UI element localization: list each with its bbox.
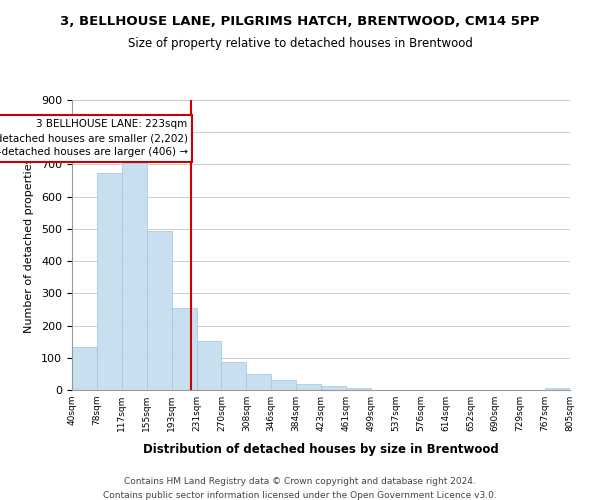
Bar bbox=[545, 388, 570, 390]
Bar bbox=[321, 386, 346, 390]
Bar bbox=[346, 388, 371, 390]
Bar bbox=[247, 374, 271, 390]
Bar bbox=[296, 384, 321, 390]
Text: 3 BELLHOUSE LANE: 223sqm
← 84% of detached houses are smaller (2,202)
16% of sem: 3 BELLHOUSE LANE: 223sqm ← 84% of detach… bbox=[0, 120, 188, 158]
Bar bbox=[97, 172, 122, 390]
Bar bbox=[146, 231, 172, 390]
Text: Size of property relative to detached houses in Brentwood: Size of property relative to detached ho… bbox=[128, 38, 472, 51]
Bar bbox=[172, 308, 197, 390]
Text: 3, BELLHOUSE LANE, PILGRIMS HATCH, BRENTWOOD, CM14 5PP: 3, BELLHOUSE LANE, PILGRIMS HATCH, BRENT… bbox=[61, 15, 539, 28]
Bar bbox=[122, 163, 147, 390]
Text: Distribution of detached houses by size in Brentwood: Distribution of detached houses by size … bbox=[143, 442, 499, 456]
Text: Contains HM Land Registry data © Crown copyright and database right 2024.: Contains HM Land Registry data © Crown c… bbox=[124, 478, 476, 486]
Text: Contains public sector information licensed under the Open Government Licence v3: Contains public sector information licen… bbox=[103, 491, 497, 500]
Bar bbox=[197, 340, 221, 390]
Y-axis label: Number of detached properties: Number of detached properties bbox=[24, 158, 34, 332]
Bar bbox=[271, 380, 296, 390]
Bar bbox=[72, 346, 97, 390]
Bar bbox=[221, 362, 247, 390]
